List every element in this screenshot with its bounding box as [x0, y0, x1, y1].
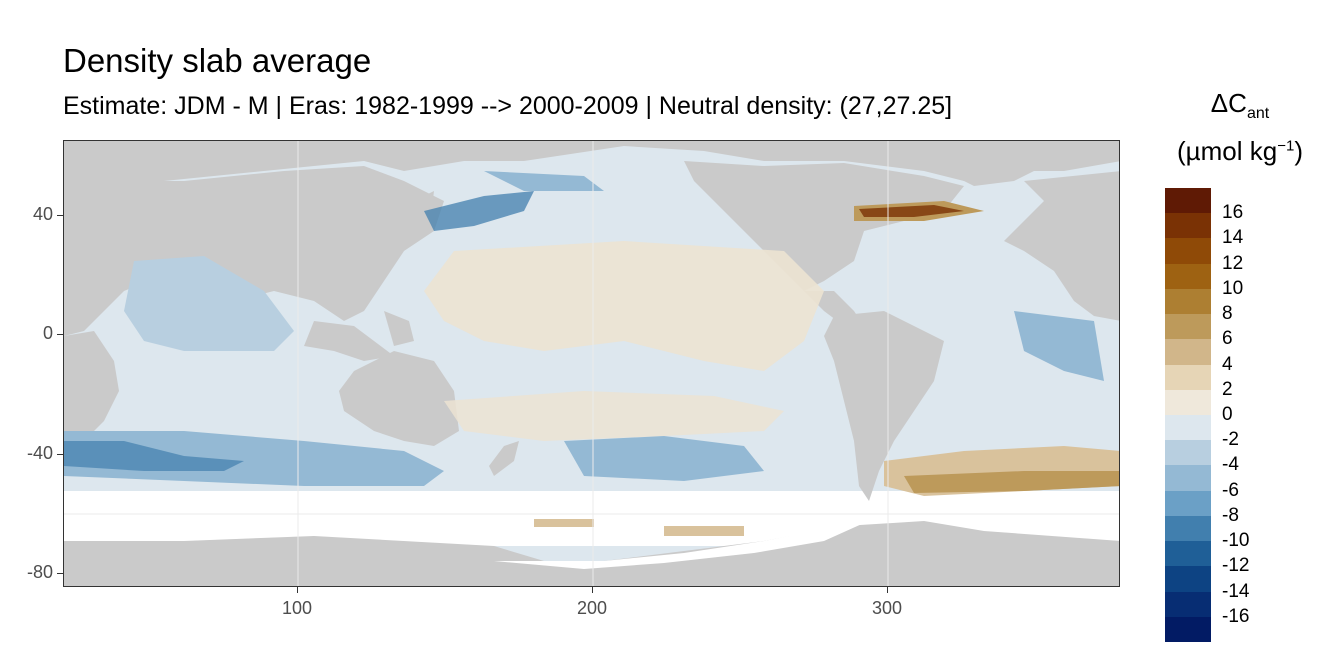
legend-swatch [1165, 541, 1211, 567]
legend-title-line1: ΔCant [1210, 88, 1270, 123]
legend-label: -10 [1222, 530, 1250, 552]
legend-label: 2 [1222, 378, 1233, 400]
legend-swatch [1165, 566, 1211, 592]
legend-label: 14 [1222, 227, 1244, 249]
south-pacific-positive-zone [444, 391, 784, 441]
europe-africa-land [1004, 171, 1119, 321]
north-pacific-negative [484, 171, 604, 191]
x-tick-mark [592, 587, 593, 593]
plot-title: Density slab average [63, 42, 372, 79]
legend-swatch [1165, 364, 1211, 390]
north-america-land [684, 161, 964, 291]
antarctica-land [64, 521, 1119, 586]
legend-label: 4 [1222, 353, 1233, 375]
legend-label: -14 [1222, 580, 1250, 602]
y-tick-label: 0 [42, 323, 53, 343]
ross-shelf-no-data [494, 523, 864, 569]
arctic-land [64, 141, 1119, 181]
legend-swatch [1165, 263, 1211, 289]
legend-label: -4 [1222, 454, 1239, 476]
graticule [64, 141, 1119, 586]
maritime-continent-land [304, 321, 394, 361]
legend-swatch [1165, 616, 1211, 642]
y-tick-mark [57, 334, 63, 335]
y-tick-mark [57, 215, 63, 216]
legend-label: 12 [1222, 252, 1244, 274]
y-tick-label: 40 [32, 204, 53, 224]
philippines-land [384, 311, 414, 346]
north-atlantic-strong-positive [859, 205, 964, 217]
south-atlantic-positive-strong [904, 471, 1119, 493]
legend-label: -16 [1222, 605, 1250, 627]
x-tick-label: 300 [871, 598, 903, 618]
x-tick-label: 100 [281, 598, 313, 618]
legend-swatch [1165, 515, 1211, 542]
legend-swatch [1165, 591, 1211, 617]
legend-swatch [1165, 339, 1211, 365]
australia-land [339, 351, 459, 446]
legend-swatch [1165, 465, 1211, 491]
x-tick-label: 200 [576, 598, 608, 618]
africa-land [64, 331, 119, 451]
legend-label: 16 [1222, 202, 1244, 224]
legend-colorbar [1165, 188, 1211, 642]
legend-label: -12 [1222, 555, 1250, 577]
japan-land [404, 191, 434, 241]
legend-label: 6 [1222, 328, 1233, 350]
legend-swatch [1165, 414, 1211, 441]
legend-swatch [1165, 288, 1211, 315]
ross-positive-patch [534, 519, 594, 527]
greenland-land [944, 151, 1044, 186]
legend-swatch [1165, 490, 1211, 516]
amundsen-positive-patch [664, 526, 744, 536]
y-tick-label: -80 [26, 562, 53, 582]
x-tick-mark [887, 587, 888, 593]
legend-title-line2: (µmol kg−1) [1177, 136, 1303, 166]
east-atlantic-negative [1014, 311, 1104, 381]
legend-swatch [1165, 213, 1211, 239]
y-tick-label: -40 [26, 443, 53, 463]
y-tick-mark [57, 573, 63, 574]
legend-swatch [1165, 389, 1211, 415]
legend-swatch [1165, 440, 1211, 466]
indian-ocean-negative [124, 256, 294, 351]
south-america-land [824, 311, 944, 501]
southern-ocean-negative-west [64, 431, 444, 486]
legend-swatch [1165, 314, 1211, 340]
plot-subtitle: Estimate: JDM - M | Eras: 1982-1999 --> … [63, 92, 953, 120]
ocean-map [64, 141, 1119, 586]
legend-label: 8 [1222, 303, 1233, 325]
legend-label: -8 [1222, 504, 1239, 526]
legend-label: -6 [1222, 479, 1239, 501]
x-tick-mark [297, 587, 298, 593]
pacific-positive-zone [424, 241, 824, 371]
y-tick-mark [57, 454, 63, 455]
legend-label: 10 [1222, 277, 1244, 299]
legend-label: -2 [1222, 429, 1239, 451]
eurasia-land [64, 166, 444, 336]
legend-swatch [1165, 238, 1211, 264]
new-zealand-land [489, 441, 519, 476]
legend-label: 0 [1222, 404, 1233, 425]
kuroshio-negative [424, 191, 534, 231]
map-panel [63, 140, 1120, 587]
legend-swatch [1165, 188, 1211, 214]
southern-ocean-negative-pacific [564, 436, 764, 481]
southern-ocean-strong-negative [64, 441, 244, 471]
